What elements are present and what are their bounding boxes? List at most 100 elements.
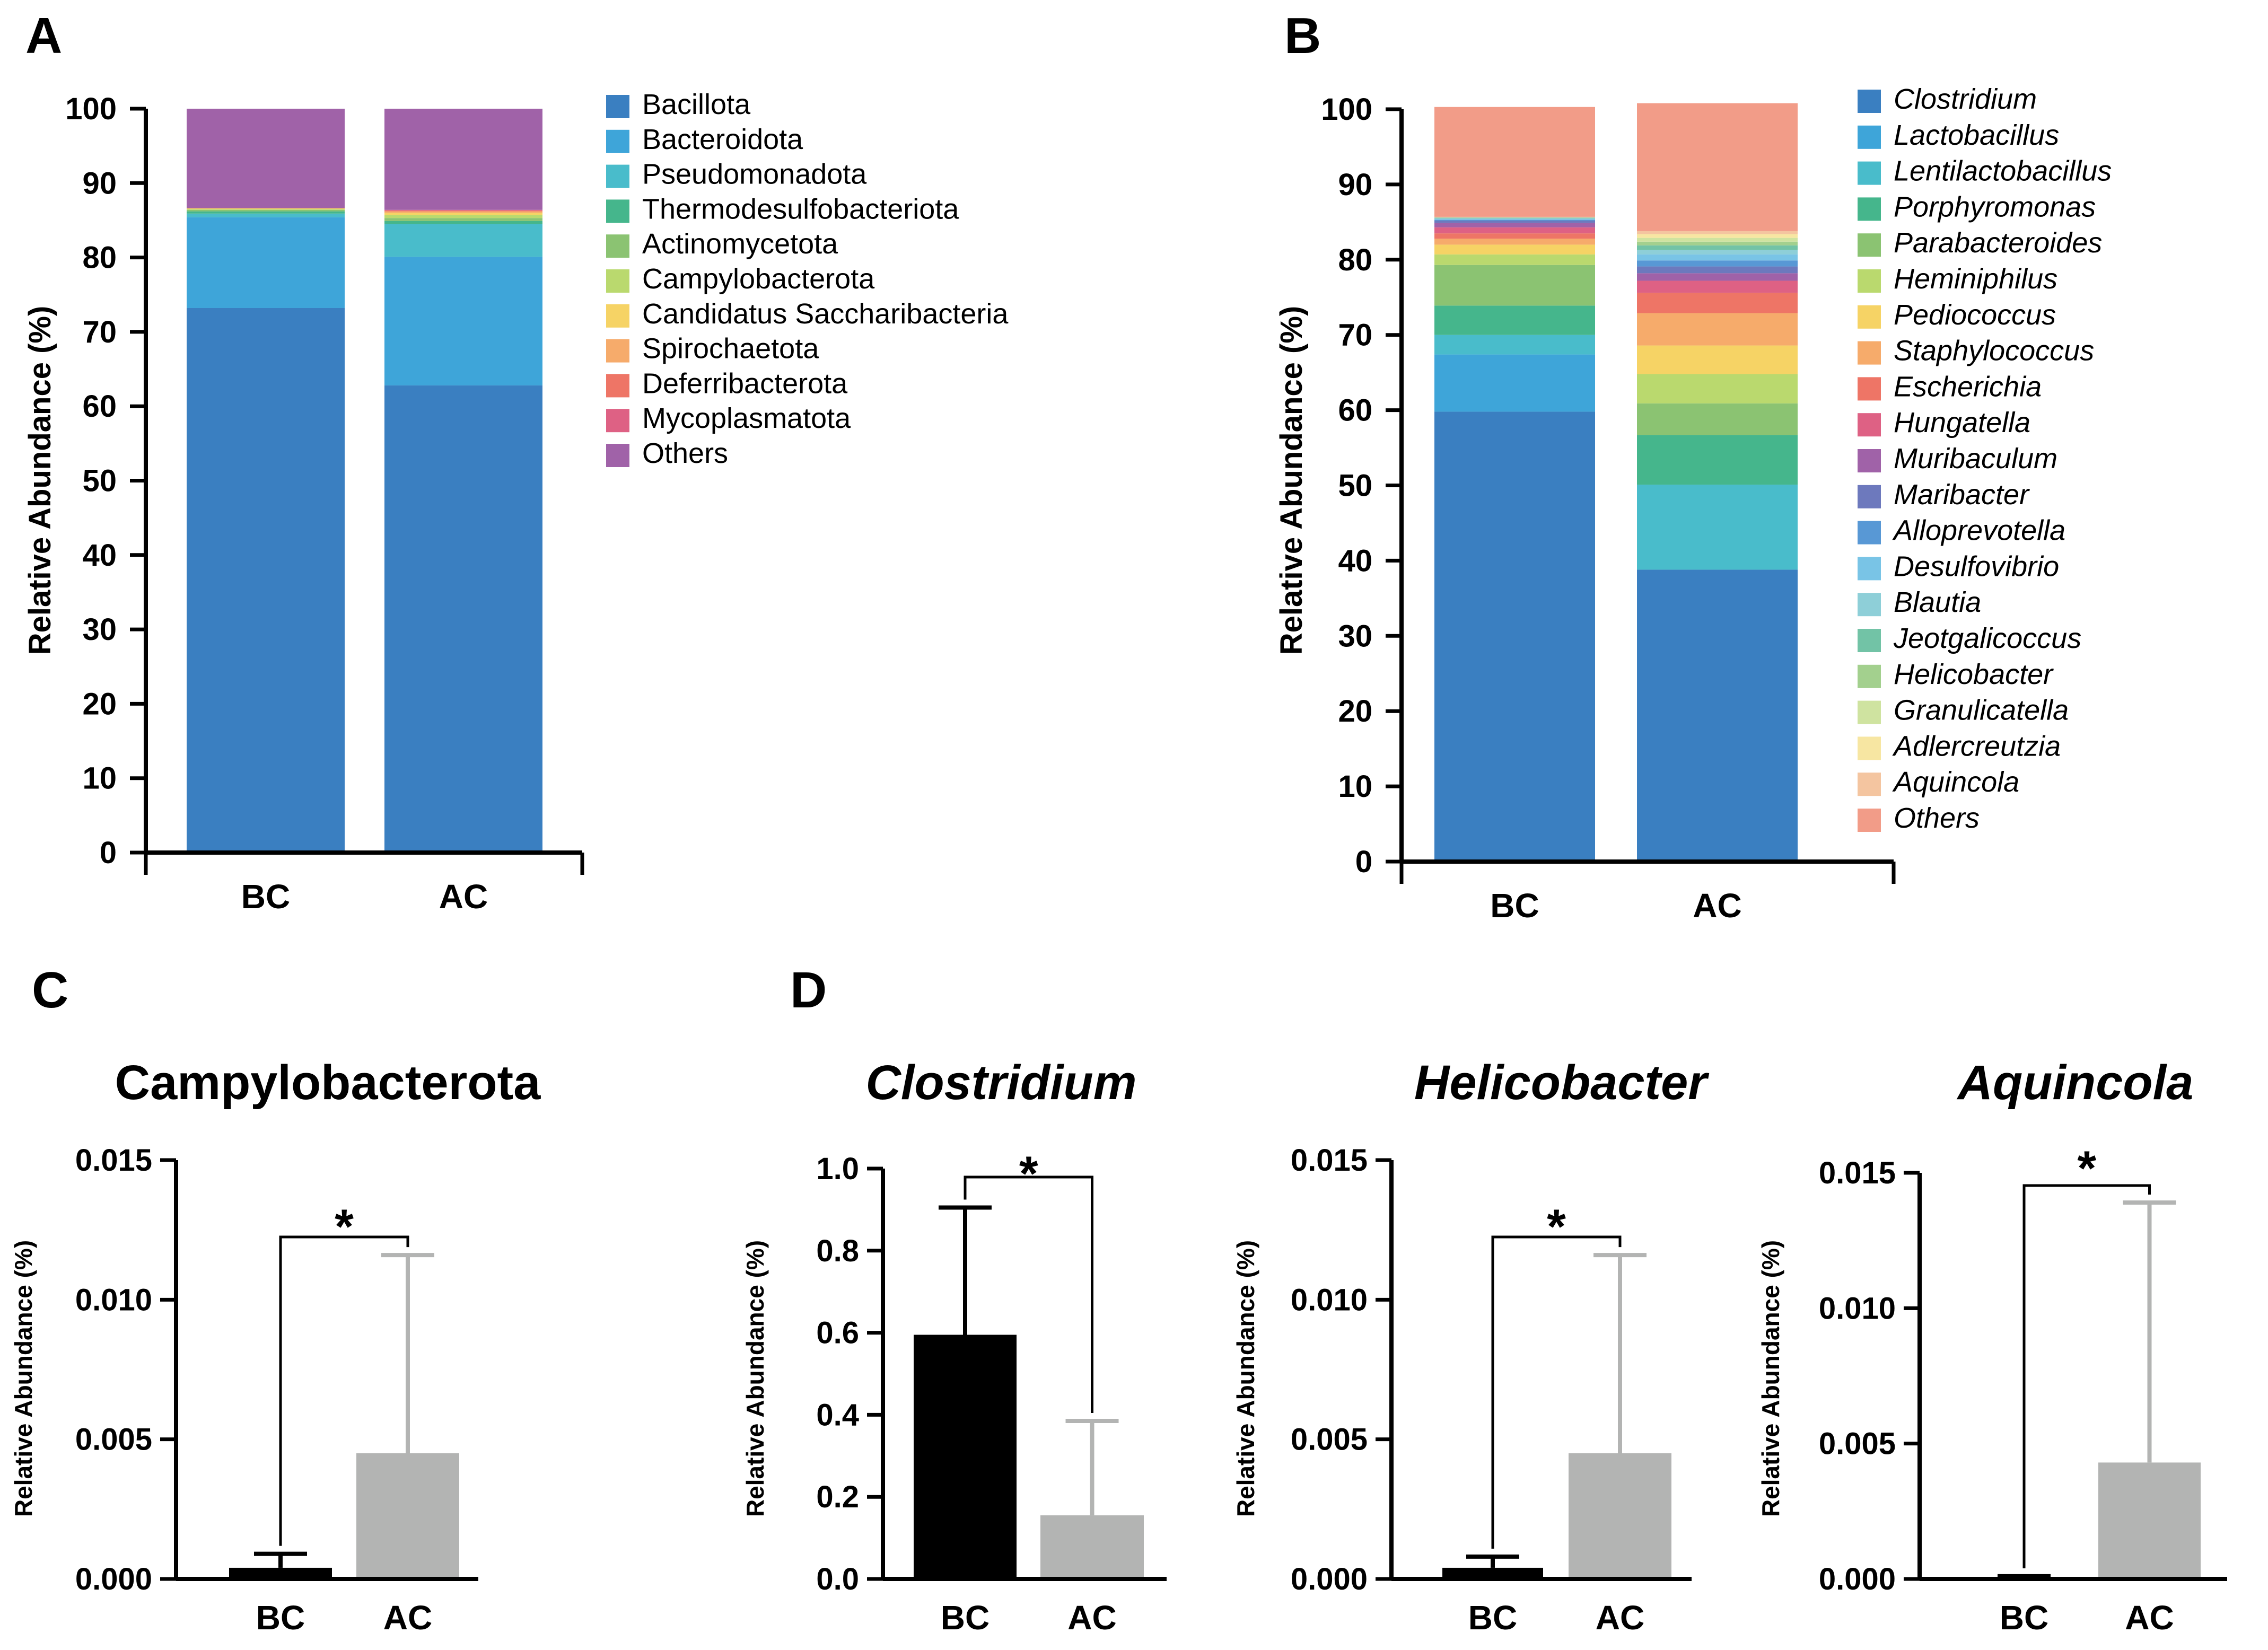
bar-segment-ac-deferribacterota — [384, 210, 542, 212]
bar-segment-bc-clostridium — [1434, 411, 1595, 862]
y-tick-label: 0.005 — [1291, 1423, 1368, 1457]
legend-label-lactobacillus: Lactobacillus — [1894, 119, 2059, 151]
panel-letter-d: D — [790, 962, 827, 1019]
legend-swatch-actinomycetota — [606, 234, 629, 258]
significance-marker: * — [2077, 1142, 2096, 1196]
y-tick-label: 10 — [82, 761, 117, 796]
legend-label-porphyromonas: Porphyromonas — [1894, 191, 2096, 223]
legend-label-heminiphilus: Heminiphilus — [1894, 263, 2057, 295]
legend-label-mycoplasmatota: Mycoplasmatota — [642, 402, 851, 434]
bar-segment-ac-helicobacter — [1637, 241, 1798, 245]
legend-label-pediococcus: Pediococcus — [1894, 299, 2056, 331]
y-tick-label: 50 — [82, 464, 117, 498]
y-tick-label: 20 — [1338, 694, 1372, 729]
bar-segment-ac-candidatus-saccharibacteria — [384, 213, 542, 215]
bar-chart-helicobacter: Helicobacter BC AC 0.000 0.005 0.010 0.015 Rela… — [1232, 1056, 1709, 1637]
y-tick-label: 0.015 — [1291, 1143, 1368, 1178]
bar-segment-bc-bacteroidota — [187, 217, 345, 309]
y-tick-label: 0.010 — [1291, 1283, 1368, 1317]
y-tick-label: 0.010 — [1819, 1291, 1896, 1326]
legend-swatch-candidatus-saccharibacteria — [606, 304, 629, 328]
y-tick-label: 90 — [1338, 168, 1372, 202]
bar-bc — [914, 1335, 1017, 1579]
y-tick-label: 80 — [82, 241, 117, 275]
bar-segment-ac-others — [1637, 103, 1798, 231]
bar-segment-ac-pseudomonadota — [384, 224, 542, 257]
bar-chart-aquincola: Aquincola BC AC 0.000 0.005 0.010 0.015 Relativ… — [1757, 1056, 2227, 1637]
significance-bracket — [1491, 1235, 1622, 1549]
legend-swatch-blautia — [1858, 593, 1881, 617]
x-tick-label-bc: BC — [256, 1599, 305, 1637]
bar-segment-bc-desulfovibrio — [1434, 219, 1595, 220]
bar-bc — [1442, 1567, 1543, 1579]
x-tick-label-bc: BC — [941, 1599, 989, 1637]
bar-segment-ac-muribaculum — [1637, 273, 1798, 281]
y-tick-label: 0.000 — [75, 1562, 152, 1596]
y-tick-label: 80 — [1338, 243, 1372, 277]
panel-letter-c: C — [32, 962, 68, 1019]
bar-ac — [1040, 1515, 1144, 1579]
y-tick-label: 0.8 — [816, 1234, 859, 1268]
legend-label-hungatella: Hungatella — [1894, 407, 2030, 438]
y-axis-title: Relative Abundance (%) — [10, 1240, 37, 1517]
bar-segment-bc-pediococcus — [1434, 244, 1595, 254]
legend-label-jeotgalicoccus: Jeotgalicoccus — [1893, 622, 2081, 654]
legend-label-escherichia: Escherichia — [1894, 371, 2042, 402]
y-tick-label: 0 — [100, 836, 117, 870]
significance-marker: * — [1547, 1200, 1566, 1254]
y-tick-label: 0.000 — [1291, 1562, 1368, 1596]
bar-segment-bc-bacillota — [187, 308, 345, 853]
legend-swatch-helicobacter — [1858, 664, 1881, 688]
bar-segment-ac-desulfovibrio — [1637, 254, 1798, 261]
x-tick-label-bc: BC — [241, 877, 290, 916]
bar-segment-ac-maribacter — [1637, 266, 1798, 274]
significance-bracket — [2022, 1184, 2151, 1568]
legend-swatch-granulicatella — [1858, 700, 1881, 724]
bar-segment-ac-hungatella — [1637, 280, 1798, 293]
y-tick-label: 40 — [82, 538, 117, 573]
y-tick-label: 0.6 — [816, 1316, 859, 1350]
legend-label-bacillota: Bacillota — [642, 89, 751, 120]
bar-ac — [356, 1453, 459, 1579]
bar-segment-bc-others — [1434, 107, 1595, 217]
y-tick-label: 0.010 — [75, 1283, 152, 1317]
legend-swatch-desulfovibrio — [1858, 557, 1881, 581]
legend-label-parabacteroides: Parabacteroides — [1894, 227, 2102, 259]
bar-segment-bc-parabacteroides — [1434, 265, 1595, 306]
legend-swatch-others — [1858, 809, 1881, 832]
legend-swatch-thermodesulfobacteriota — [606, 199, 629, 223]
bar-segment-bc-others — [187, 109, 345, 209]
chart-title-aquincola: Aquincola — [1957, 1056, 2194, 1110]
y-tick-label: 0.0 — [816, 1562, 859, 1596]
significance-bracket — [279, 1235, 409, 1546]
legend-swatch-pseudomonadota — [606, 164, 629, 188]
bar-segment-ac-spirochaetota — [384, 211, 542, 213]
bar-ac — [1569, 1453, 1671, 1579]
bar-segment-bc-actinomycetota — [187, 209, 345, 212]
y-tick-label: 1.0 — [816, 1152, 859, 1186]
y-tick-label: 0 — [1355, 845, 1372, 879]
legend-swatch-lentilactobacillus — [1858, 161, 1881, 185]
bar-segment-bc-jeotgalicoccus — [1434, 217, 1595, 218]
bar-segment-bc-lactobacillus — [1434, 354, 1595, 412]
legend-label-others: Others — [1894, 802, 1980, 834]
legend-swatch-aquincola — [1858, 773, 1881, 796]
y-tick-label: 10 — [1338, 769, 1372, 804]
legend-swatch-hungatella — [1858, 413, 1881, 437]
bar-segment-ac-staphylococcus — [1637, 313, 1798, 346]
legend-swatch-porphyromonas — [1858, 197, 1881, 221]
y-tick-label: 60 — [82, 389, 117, 424]
bar-ac — [2098, 1462, 2201, 1579]
panel-letter-a: A — [25, 7, 62, 64]
bar-segment-bc-maribacter — [1434, 221, 1595, 223]
y-tick-label: 70 — [1338, 318, 1372, 353]
bar-segment-ac-bacillota — [384, 385, 542, 853]
legend-label-pseudomonadota: Pseudomonadota — [642, 159, 867, 190]
legend-swatch-escherichia — [1858, 377, 1881, 401]
bar-segment-ac-campylobacterota — [384, 215, 542, 218]
bar-chart-campylobacterota: Campylobacterota BC AC 0.000 0.005 0.010 0.015… — [10, 1056, 541, 1637]
legend-swatch-parabacteroides — [1858, 233, 1881, 257]
legend-label-deferribacterota: Deferribacterota — [642, 367, 848, 399]
bar-segment-ac-porphyromonas — [1637, 435, 1798, 485]
